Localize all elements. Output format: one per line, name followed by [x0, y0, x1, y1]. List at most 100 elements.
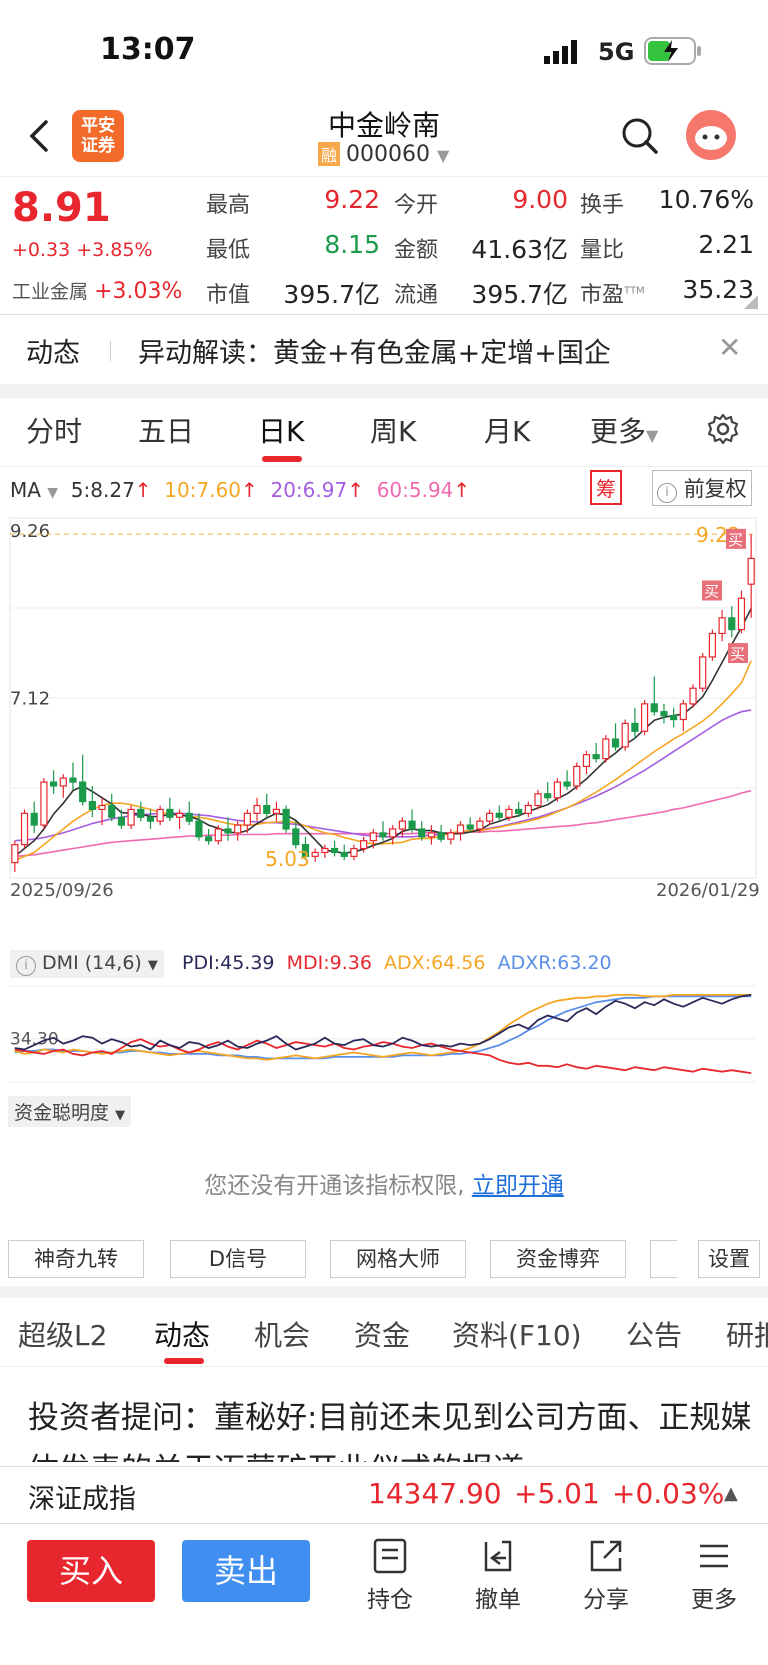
candle-body [253, 804, 261, 814]
holdings-button[interactable]: 持仓 [350, 1538, 430, 1614]
candle-body [699, 656, 707, 689]
price-adjust-selector[interactable]: i 前复权 [652, 470, 752, 506]
index-change: +5.01 [514, 1477, 600, 1510]
tab-intraday[interactable]: 分时 [26, 415, 83, 448]
tab-super-l2[interactable]: 超级L2 [18, 1319, 108, 1352]
candle-body [360, 840, 368, 850]
quote-value-low: 8.15 [324, 230, 380, 259]
tab-five-day[interactable]: 五日 [138, 415, 195, 448]
tool-fund-game[interactable]: 资金博弈 [490, 1240, 626, 1278]
tab-news[interactable]: 动态 [154, 1319, 211, 1352]
buy-marker-label: 买 [730, 645, 745, 663]
tab-announcements[interactable]: 公告 [626, 1319, 683, 1352]
tab-research[interactable]: 研报 [726, 1319, 768, 1352]
caret-down-icon: ▼ [115, 1108, 126, 1123]
sell-button[interactable]: 卖出 [182, 1540, 310, 1602]
candle-body [592, 754, 600, 760]
candle-body [582, 754, 591, 768]
pdi-line [14, 994, 752, 1051]
back-icon[interactable] [22, 118, 58, 154]
ma5-line [14, 608, 752, 858]
chip-distribution-button[interactable]: 筹 [590, 470, 622, 505]
tab-more[interactable]: 更多▼ [590, 410, 658, 450]
candle-body [553, 781, 561, 799]
tab-more-label: 更多 [590, 415, 647, 448]
candle-body [602, 738, 610, 760]
info-icon: i [16, 956, 36, 976]
candle-body [427, 832, 436, 838]
tool-partial[interactable] [650, 1240, 677, 1278]
buy-marker-bg [726, 528, 746, 549]
more-button[interactable]: 更多 [674, 1538, 754, 1614]
quote-value-open: 9.00 [512, 185, 568, 214]
candle-body [59, 777, 67, 787]
candle-body [476, 820, 484, 830]
tab-funds[interactable]: 资金 [354, 1319, 411, 1352]
candle-body [611, 738, 620, 748]
search-icon[interactable] [620, 116, 660, 156]
tab-monthly-k[interactable]: 月K [484, 415, 531, 448]
candle-body [660, 711, 668, 717]
candle-body [524, 804, 532, 814]
candle-body [544, 793, 552, 799]
fund-indicator-name: 资金聪明度 [14, 1102, 110, 1124]
candle-body [495, 812, 503, 818]
quote-value-mktcap: 395.7亿 [283, 280, 380, 309]
news-headline[interactable]: 异动解读：黄金+有色金属+定增+国企 [138, 338, 611, 369]
caret-down-icon: ▼ [437, 146, 450, 165]
ma10-line [14, 660, 752, 862]
candle-body [224, 828, 232, 834]
candle-body [79, 781, 87, 803]
end-date-label: 2026/01/29 [656, 880, 760, 901]
stock-code-selector[interactable]: 融 000060 ▼ [318, 142, 449, 167]
candle-body [340, 851, 348, 857]
news-ticker[interactable]: 动态 异动解读：黄金+有色金属+定增+国企 ✕ [0, 314, 768, 385]
indicator-name: DMI (14,6) [42, 952, 142, 974]
candle-body [573, 765, 581, 787]
info-tabs: 超级L2 动态 机会 资金 资料(F10) 公告 研报 [0, 1300, 768, 1367]
fund-indicator-selector[interactable]: 资金聪明度 ▼ [8, 1096, 132, 1127]
active-tab-indicator [164, 1358, 204, 1364]
index-ticker[interactable]: 深证成指 14347.90 +5.01 +0.03% ▲ [0, 1466, 768, 1524]
tool-nine-turn[interactable]: 神奇九转 [8, 1240, 144, 1278]
signal-icon [544, 40, 577, 64]
candle-body [146, 816, 155, 822]
quote-panel: 8.91 +0.33 +3.85% 工业金属 +3.03% 最高 9.22 今开… [0, 176, 768, 311]
cancel-order-button[interactable]: 撤单 [458, 1538, 538, 1614]
tool-d-signal[interactable]: D信号 [170, 1240, 306, 1278]
candle-body [156, 808, 164, 822]
price-adjust-label: 前复权 [683, 477, 747, 501]
article-preview[interactable]: 投资者提问：董秘好:目前还未见到公司方面、正规媒体发表的关于迈蒙矿开业仪式的报道 [28, 1400, 752, 1462]
gear-icon[interactable] [706, 412, 740, 446]
tab-f10[interactable]: 资料(F10) [452, 1319, 582, 1352]
tool-settings[interactable]: 设置 [698, 1240, 760, 1278]
y-tick-label: 9.26 [10, 521, 50, 542]
close-icon[interactable]: ✕ [718, 331, 742, 364]
expand-up-icon[interactable]: ▲ [724, 1483, 738, 1504]
quote-label-low: 最低 [206, 238, 251, 263]
share-button[interactable]: 分享 [566, 1538, 646, 1614]
sector-info[interactable]: 工业金属 +3.03% [12, 277, 182, 304]
avatar[interactable] [686, 110, 736, 160]
tab-weekly-k[interactable]: 周K [370, 415, 417, 448]
candle-body [718, 617, 726, 635]
arrow-up-icon: ↑ [347, 478, 364, 502]
quote-value-volratio: 2.21 [698, 230, 754, 259]
info-icon: i [657, 483, 677, 503]
permission-text: 您还没有开通该指标权限, [204, 1173, 465, 1199]
buy-button[interactable]: 买入 [27, 1540, 155, 1602]
ma10-value: 10:7.60 [164, 478, 241, 502]
candle-body [505, 808, 513, 818]
indicator-selector[interactable]: i DMI (14,6) ▼ [10, 950, 164, 978]
candle-body [301, 844, 310, 857]
tool-grid-master[interactable]: 网格大师 [330, 1240, 466, 1278]
dmi-chart[interactable]: 34.30 [0, 978, 768, 1090]
quote-label-pe: 市盈TTM [580, 277, 645, 309]
activate-link[interactable]: 立即开通 [471, 1173, 564, 1199]
candle-body [282, 808, 290, 830]
candle-body [98, 804, 106, 811]
tab-opportunity[interactable]: 机会 [254, 1319, 311, 1352]
candle-body [350, 847, 358, 857]
tab-daily-k[interactable]: 日K [258, 415, 305, 448]
